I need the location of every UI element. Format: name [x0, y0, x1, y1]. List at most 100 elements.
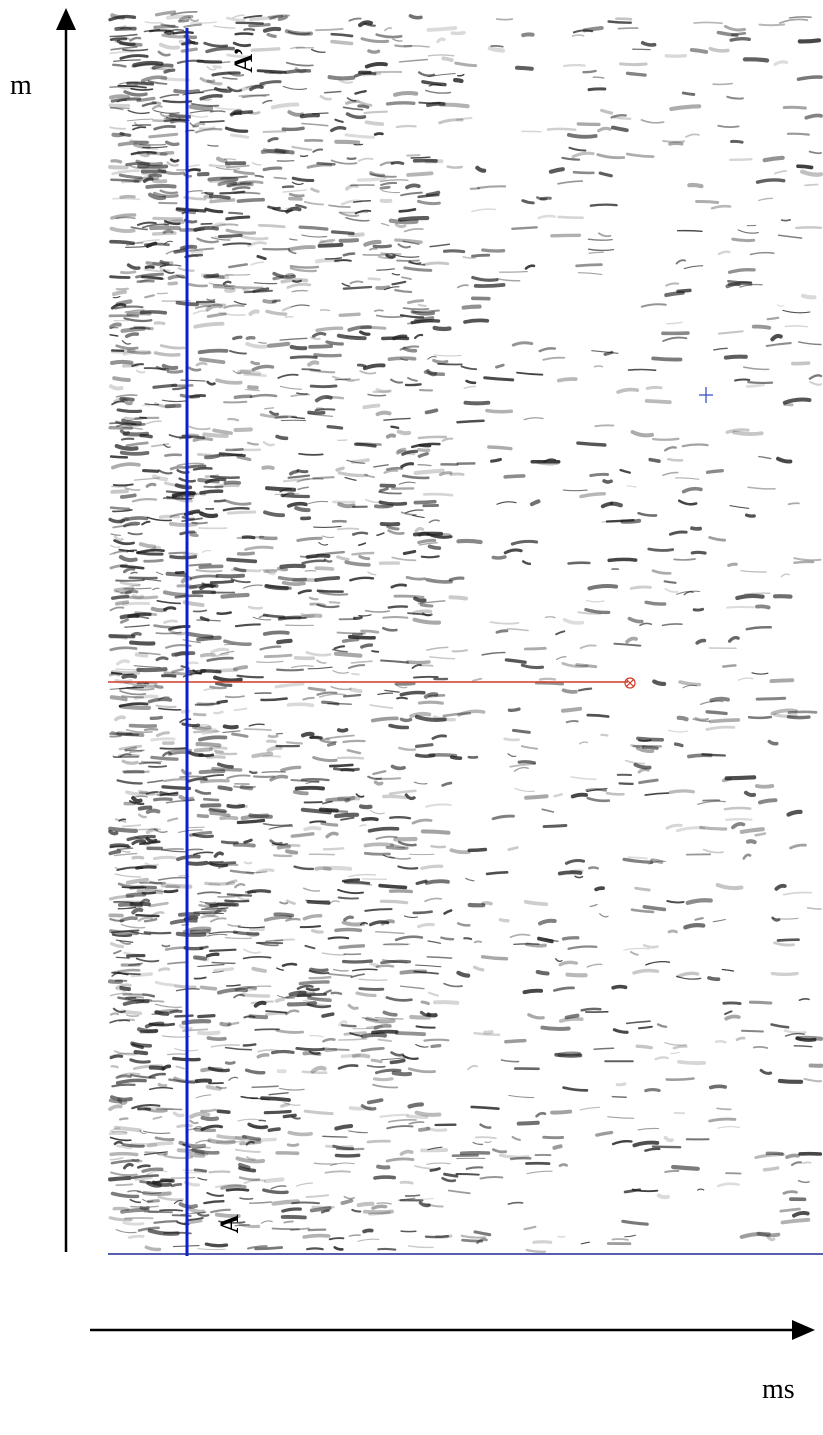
texture-stroke — [204, 99, 211, 100]
texture-stroke — [226, 696, 244, 697]
texture-stroke — [364, 1230, 372, 1231]
texture-stroke — [151, 718, 161, 719]
texture-stroke — [227, 1189, 248, 1190]
texture-stroke — [122, 453, 148, 454]
texture-stroke — [154, 385, 176, 387]
texture-stroke — [428, 193, 439, 195]
texture-stroke — [637, 1046, 651, 1048]
texture-stroke — [593, 77, 603, 78]
texture-stroke — [305, 828, 320, 830]
texture-stroke — [273, 1229, 300, 1230]
texture-stroke — [122, 1011, 140, 1013]
texture-stroke — [285, 317, 293, 318]
texture-stroke — [246, 892, 255, 893]
texture-stroke — [211, 813, 229, 815]
texture-stroke — [130, 597, 157, 598]
texture-stroke — [231, 114, 240, 115]
texture-stroke — [375, 1177, 394, 1178]
texture-stroke — [191, 107, 211, 109]
texture-stroke — [316, 568, 332, 569]
texture-stroke — [384, 796, 406, 797]
texture-stroke — [227, 217, 249, 219]
texture-stroke — [453, 650, 467, 651]
texture-stroke — [373, 1032, 397, 1033]
texture-stroke — [189, 170, 200, 171]
texture-stroke — [214, 712, 222, 713]
texture-stroke — [674, 559, 695, 560]
texture-stroke — [751, 1002, 771, 1003]
texture-stroke — [748, 841, 755, 842]
texture-stroke — [542, 1028, 568, 1029]
texture-stroke — [620, 783, 633, 784]
texture-stroke — [692, 50, 706, 52]
texture-stroke — [793, 363, 809, 364]
texture-stroke — [202, 987, 216, 989]
texture-stroke — [332, 993, 341, 994]
texture-stroke — [255, 1029, 279, 1030]
texture-stroke — [120, 1118, 127, 1119]
texture-stroke — [152, 757, 177, 759]
texture-stroke — [318, 163, 335, 164]
texture-stroke — [746, 793, 754, 795]
texture-stroke — [445, 1174, 457, 1176]
texture-stroke — [310, 346, 331, 347]
texture-stroke — [401, 1231, 416, 1232]
texture-stroke — [111, 324, 120, 326]
texture-stroke — [225, 482, 239, 483]
texture-stroke — [310, 977, 331, 978]
texture-stroke — [676, 744, 682, 746]
texture-stroke — [180, 914, 198, 915]
texture-stroke — [615, 117, 631, 118]
texture-stroke — [545, 617, 555, 618]
texture-stroke — [351, 689, 360, 691]
texture-stroke — [419, 305, 426, 306]
texture-stroke — [414, 677, 438, 678]
texture-stroke — [289, 704, 313, 705]
texture-stroke — [554, 1146, 560, 1148]
texture-stroke — [694, 609, 703, 610]
texture-stroke — [371, 964, 378, 966]
texture-stroke — [564, 690, 576, 692]
texture-stroke — [475, 941, 481, 942]
texture-stroke — [618, 28, 637, 29]
texture-stroke — [578, 124, 599, 125]
texture-stroke — [249, 607, 261, 608]
texture-stroke — [337, 468, 343, 470]
texture-stroke — [380, 886, 405, 888]
texture-stroke — [712, 699, 728, 701]
texture-stroke — [192, 252, 202, 253]
texture-stroke — [713, 84, 732, 85]
texture-stroke — [150, 882, 164, 883]
texture-stroke — [277, 999, 284, 1001]
texture-stroke — [361, 806, 371, 807]
texture-stroke — [209, 179, 236, 180]
texture-stroke — [466, 403, 489, 404]
texture-stroke — [315, 355, 340, 356]
texture-stroke — [419, 450, 429, 451]
texture-stroke — [733, 239, 754, 240]
texture-stroke — [730, 159, 751, 160]
texture-stroke — [538, 972, 548, 974]
texture-stroke — [312, 1208, 330, 1210]
texture-stroke — [558, 1236, 565, 1237]
texture-stroke — [359, 1204, 373, 1205]
texture-stroke — [155, 323, 164, 324]
texture-stroke — [111, 386, 122, 388]
texture-stroke — [673, 1167, 698, 1169]
texture-stroke — [772, 680, 793, 681]
texture-stroke — [282, 280, 306, 282]
texture-stroke — [274, 855, 291, 856]
texture-stroke — [301, 156, 308, 157]
texture-stroke — [171, 1177, 195, 1178]
texture-stroke — [265, 408, 274, 409]
texture-stroke — [122, 431, 129, 433]
texture-stroke — [411, 1017, 429, 1018]
texture-stroke — [607, 793, 623, 794]
texture-stroke — [339, 898, 358, 899]
texture-stroke — [244, 1044, 256, 1045]
texture-stroke — [131, 726, 156, 727]
texture-stroke — [113, 597, 128, 599]
texture-stroke — [396, 684, 414, 685]
texture-stroke — [264, 131, 286, 132]
